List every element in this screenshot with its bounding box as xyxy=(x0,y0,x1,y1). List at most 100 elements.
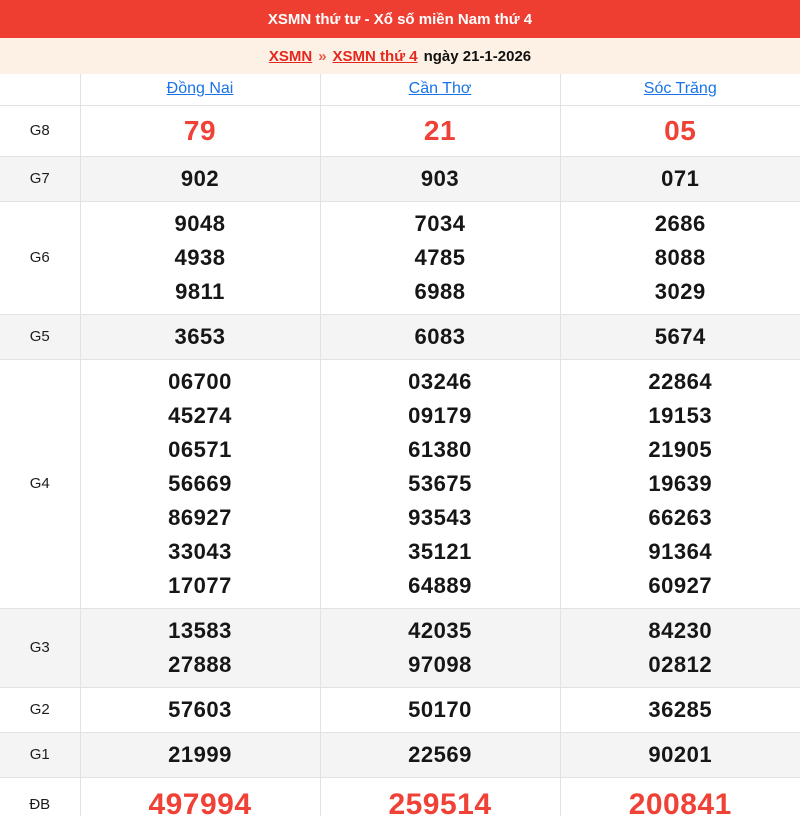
province-header-1: Đồng Nai xyxy=(79,74,320,106)
prize-numbers-db-province-1: 497994 xyxy=(79,777,320,816)
prize-numbers-g8-province-1: 79 xyxy=(79,105,320,156)
corner-cell xyxy=(0,74,80,106)
breadcrumb-link-xsmn[interactable]: XSMN xyxy=(268,47,313,65)
prize-numbers-g6-province-1: 9048 4938 9811 xyxy=(79,201,320,314)
prize-number: 200841 xyxy=(628,787,732,816)
prize-number: 36285 xyxy=(648,696,713,722)
prize-row-g7: G7 902 903 071 xyxy=(0,156,800,201)
title-bar: XSMN thứ tư - Xổ số miền Nam thứ 4 xyxy=(0,0,800,38)
prize-label-g1: G1 xyxy=(0,732,80,777)
prize-number: 97098 xyxy=(408,651,472,677)
prize-number: 22864 xyxy=(648,368,713,394)
prize-label-db: ĐB xyxy=(0,777,80,816)
prize-number: 2686 xyxy=(654,210,706,236)
prize-number: 071 xyxy=(661,165,700,191)
prize-number: 9048 xyxy=(174,210,226,236)
prize-number: 21905 xyxy=(648,436,713,462)
prize-numbers-g5-province-1: 3653 xyxy=(79,314,320,359)
prize-number: 6083 xyxy=(414,323,466,349)
prize-number: 66263 xyxy=(648,504,713,530)
prize-numbers-g7-province-3: 071 xyxy=(559,156,800,201)
prize-number: 06571 xyxy=(168,436,232,462)
prize-numbers-g2-province-2: 50170 xyxy=(319,687,560,732)
prize-number: 91364 xyxy=(648,538,713,564)
province-link-1[interactable]: Đồng Nai xyxy=(166,80,234,98)
prize-number: 7034 xyxy=(414,210,466,236)
prize-numbers-db-province-3: 200841 xyxy=(559,777,800,816)
prize-row-g1: G1 21999 22569 90201 xyxy=(0,732,800,777)
prize-label-g7: G7 xyxy=(0,156,80,201)
prize-number: 84230 xyxy=(648,617,713,643)
prize-numbers-g6-province-3: 2686 8088 3029 xyxy=(559,201,800,314)
prize-number: 4938 xyxy=(174,244,226,270)
prize-numbers-g6-province-2: 7034 4785 6988 xyxy=(319,201,560,314)
prize-number: 02812 xyxy=(648,651,713,677)
prize-number: 3029 xyxy=(654,278,706,304)
prize-number: 03246 xyxy=(408,368,472,394)
breadcrumb-link-xsmn-thu-4[interactable]: XSMN thứ 4 xyxy=(332,47,418,65)
province-header-2: Cần Thơ xyxy=(319,74,560,106)
prize-numbers-g7-province-2: 903 xyxy=(319,156,560,201)
prize-number: 50170 xyxy=(408,696,472,722)
prize-number: 8088 xyxy=(654,244,706,270)
prize-number: 45274 xyxy=(168,402,232,428)
prize-row-g5: G5 3653 6083 5674 xyxy=(0,314,800,359)
prize-number: 3653 xyxy=(174,323,226,349)
province-header-3: Sóc Trăng xyxy=(559,74,800,106)
prize-number: 21 xyxy=(423,114,457,146)
prize-number: 5674 xyxy=(654,323,706,349)
prize-number: 33043 xyxy=(168,538,232,564)
prize-numbers-g3-province-3: 84230 02812 xyxy=(559,608,800,687)
prize-numbers-g7-province-1: 902 xyxy=(79,156,320,201)
prize-label-g4: G4 xyxy=(0,359,80,608)
prize-number: 259514 xyxy=(388,787,492,816)
prize-row-g3: G3 13583 27888 42035 97098 84230 02812 xyxy=(0,608,800,687)
prize-numbers-g4-province-3: 22864 19153 21905 19639 66263 91364 60927 xyxy=(559,359,800,608)
prize-number: 497994 xyxy=(148,787,252,816)
prize-numbers-g1-province-1: 21999 xyxy=(79,732,320,777)
prize-numbers-g3-province-2: 42035 97098 xyxy=(319,608,560,687)
prize-numbers-g1-province-2: 22569 xyxy=(319,732,560,777)
prize-number: 93543 xyxy=(408,504,472,530)
prize-number: 35121 xyxy=(408,538,472,564)
prize-number: 42035 xyxy=(408,617,472,643)
breadcrumb-separator: » xyxy=(318,47,327,65)
prize-number: 09179 xyxy=(408,402,472,428)
prize-numbers-g8-province-2: 21 xyxy=(319,105,560,156)
prize-row-g4: G4 06700 45274 06571 56669 86927 33043 17077 032… xyxy=(0,359,800,608)
prize-row-g2: G2 57603 50170 36285 xyxy=(0,687,800,732)
prize-label-g2: G2 xyxy=(0,687,80,732)
prize-number: 21999 xyxy=(168,741,232,767)
prize-number: 79 xyxy=(183,114,217,146)
prize-number: 19153 xyxy=(648,402,713,428)
prize-number: 9811 xyxy=(175,278,225,304)
prize-numbers-g2-province-3: 36285 xyxy=(559,687,800,732)
prize-row-g8: G8 79 21 05 xyxy=(0,105,800,156)
breadcrumb: XSMN » XSMN thứ 4 ngày 21-1-2026 xyxy=(0,38,800,74)
prize-row-g6: G6 9048 4938 9811 7034 4785 6988 2686 8088 3029 xyxy=(0,201,800,314)
prize-numbers-g4-province-2: 03246 09179 61380 53675 93543 35121 64889 xyxy=(319,359,560,608)
breadcrumb-date: ngày 21-1-2026 xyxy=(423,47,532,65)
prize-numbers-g3-province-1: 13583 27888 xyxy=(79,608,320,687)
results-body: G8 79 21 05 G7 902 903 071 G6 9048 4938 9811 7034 478… xyxy=(0,105,800,816)
province-link-2[interactable]: Cần Thơ xyxy=(408,80,472,98)
prize-number: 61380 xyxy=(408,436,472,462)
prize-label-g5: G5 xyxy=(0,314,80,359)
prize-number: 4785 xyxy=(414,244,466,270)
province-link-3[interactable]: Sóc Trăng xyxy=(643,80,717,98)
prize-label-g8: G8 xyxy=(0,105,80,156)
prize-numbers-g8-province-3: 05 xyxy=(559,105,800,156)
prize-label-g3: G3 xyxy=(0,608,80,687)
prize-numbers-g2-province-1: 57603 xyxy=(79,687,320,732)
prize-number: 903 xyxy=(420,165,460,191)
prize-numbers-g1-province-3: 90201 xyxy=(559,732,800,777)
page-title: XSMN thứ tư - Xổ số miền Nam thứ 4 xyxy=(267,10,533,28)
prize-label-g6: G6 xyxy=(0,201,80,314)
prize-number: 05 xyxy=(664,114,697,146)
prize-number: 56669 xyxy=(168,470,232,496)
prize-number: 22569 xyxy=(408,741,472,767)
prize-number: 57603 xyxy=(168,696,232,722)
prize-number: 64889 xyxy=(408,572,472,598)
prize-number: 17077 xyxy=(168,572,232,598)
prize-number: 27888 xyxy=(168,651,232,677)
